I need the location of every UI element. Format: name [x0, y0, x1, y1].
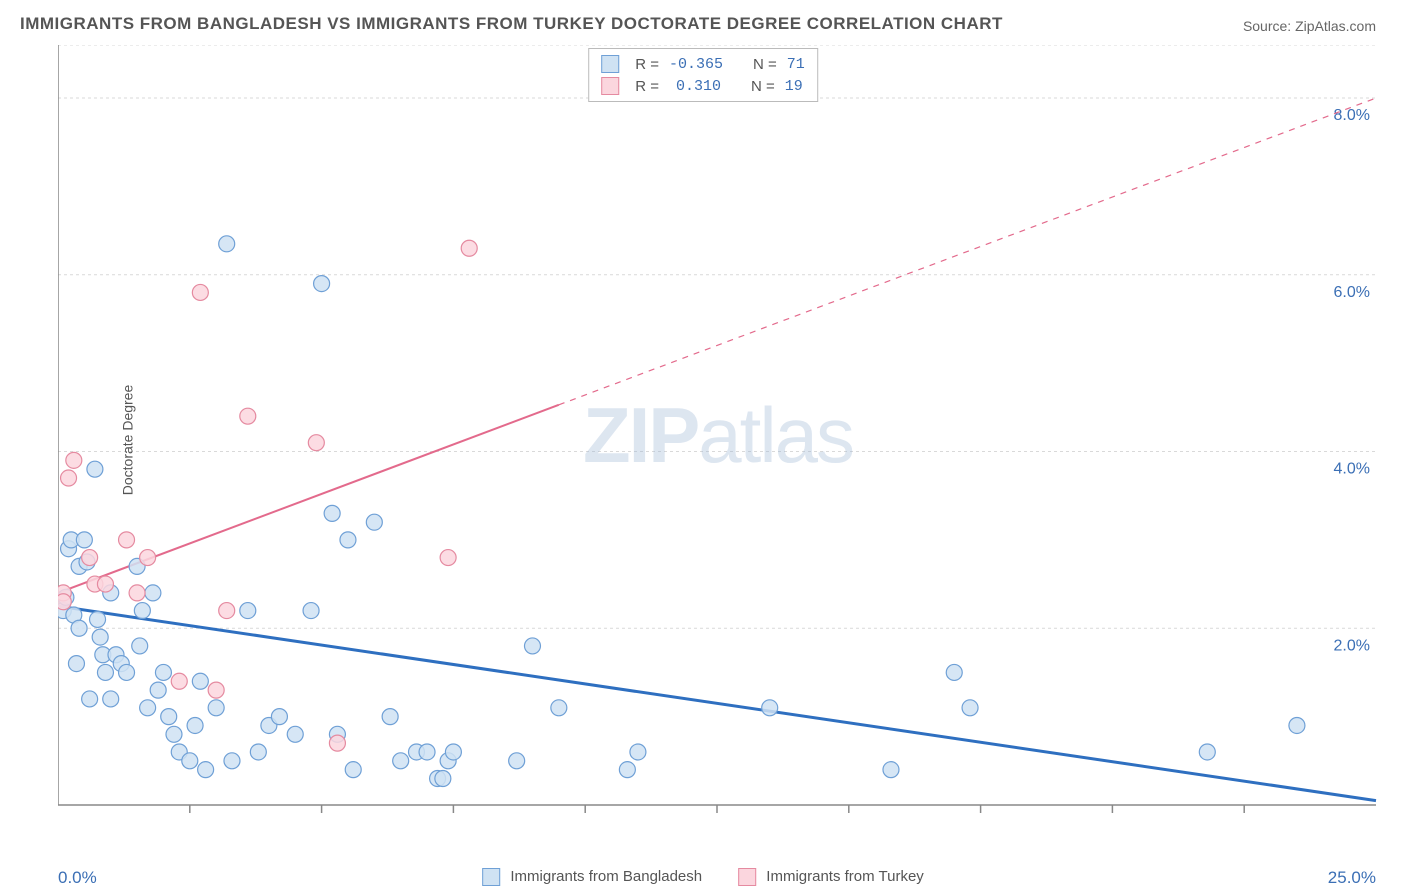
- svg-text:8.0%: 8.0%: [1334, 107, 1370, 124]
- stats-legend: R = -0.365 N = 71 R = 0.310 N = 19: [588, 48, 818, 102]
- stat-r-value: -0.365: [669, 56, 723, 73]
- scatter-chart: 2.0% 4.0% 6.0% 8.0%: [58, 45, 1378, 835]
- x-axis-max-label: 25.0%: [1328, 868, 1376, 888]
- stat-r-value: 0.310: [669, 78, 721, 95]
- stat-r-label: R =: [635, 78, 659, 95]
- stat-n-label: N =: [753, 56, 777, 73]
- stat-n-value: 71: [787, 56, 805, 73]
- stat-n-label: N =: [751, 78, 775, 95]
- legend-item-bangladesh: Immigrants from Bangladesh: [482, 868, 702, 886]
- stats-row: R = -0.365 N = 71: [601, 53, 805, 75]
- svg-text:6.0%: 6.0%: [1334, 284, 1370, 301]
- legend-item-turkey: Immigrants from Turkey: [738, 868, 924, 886]
- legend-bottom: Immigrants from Bangladesh Immigrants fr…: [482, 868, 924, 886]
- y-axis-label: Doctorate Degree: [119, 385, 135, 496]
- legend-swatch: [482, 868, 500, 886]
- svg-text:2.0%: 2.0%: [1334, 637, 1370, 654]
- stats-row: R = 0.310 N = 19: [601, 75, 805, 97]
- chart-area: Doctorate Degree 2.0%4.0%6.0%8.0% ZIPatl…: [58, 45, 1378, 835]
- stat-n-value: 19: [785, 78, 803, 95]
- svg-text:4.0%: 4.0%: [1334, 461, 1370, 478]
- legend-label: Immigrants from Turkey: [766, 868, 924, 885]
- legend-swatch: [601, 55, 619, 73]
- stat-r-label: R =: [635, 56, 659, 73]
- x-axis-min-label: 0.0%: [58, 868, 97, 888]
- legend-label: Immigrants from Bangladesh: [510, 868, 702, 885]
- legend-swatch: [601, 77, 619, 95]
- legend-swatch: [738, 868, 756, 886]
- chart-title: IMMIGRANTS FROM BANGLADESH VS IMMIGRANTS…: [20, 14, 1003, 34]
- source-label: Source: ZipAtlas.com: [1243, 18, 1376, 34]
